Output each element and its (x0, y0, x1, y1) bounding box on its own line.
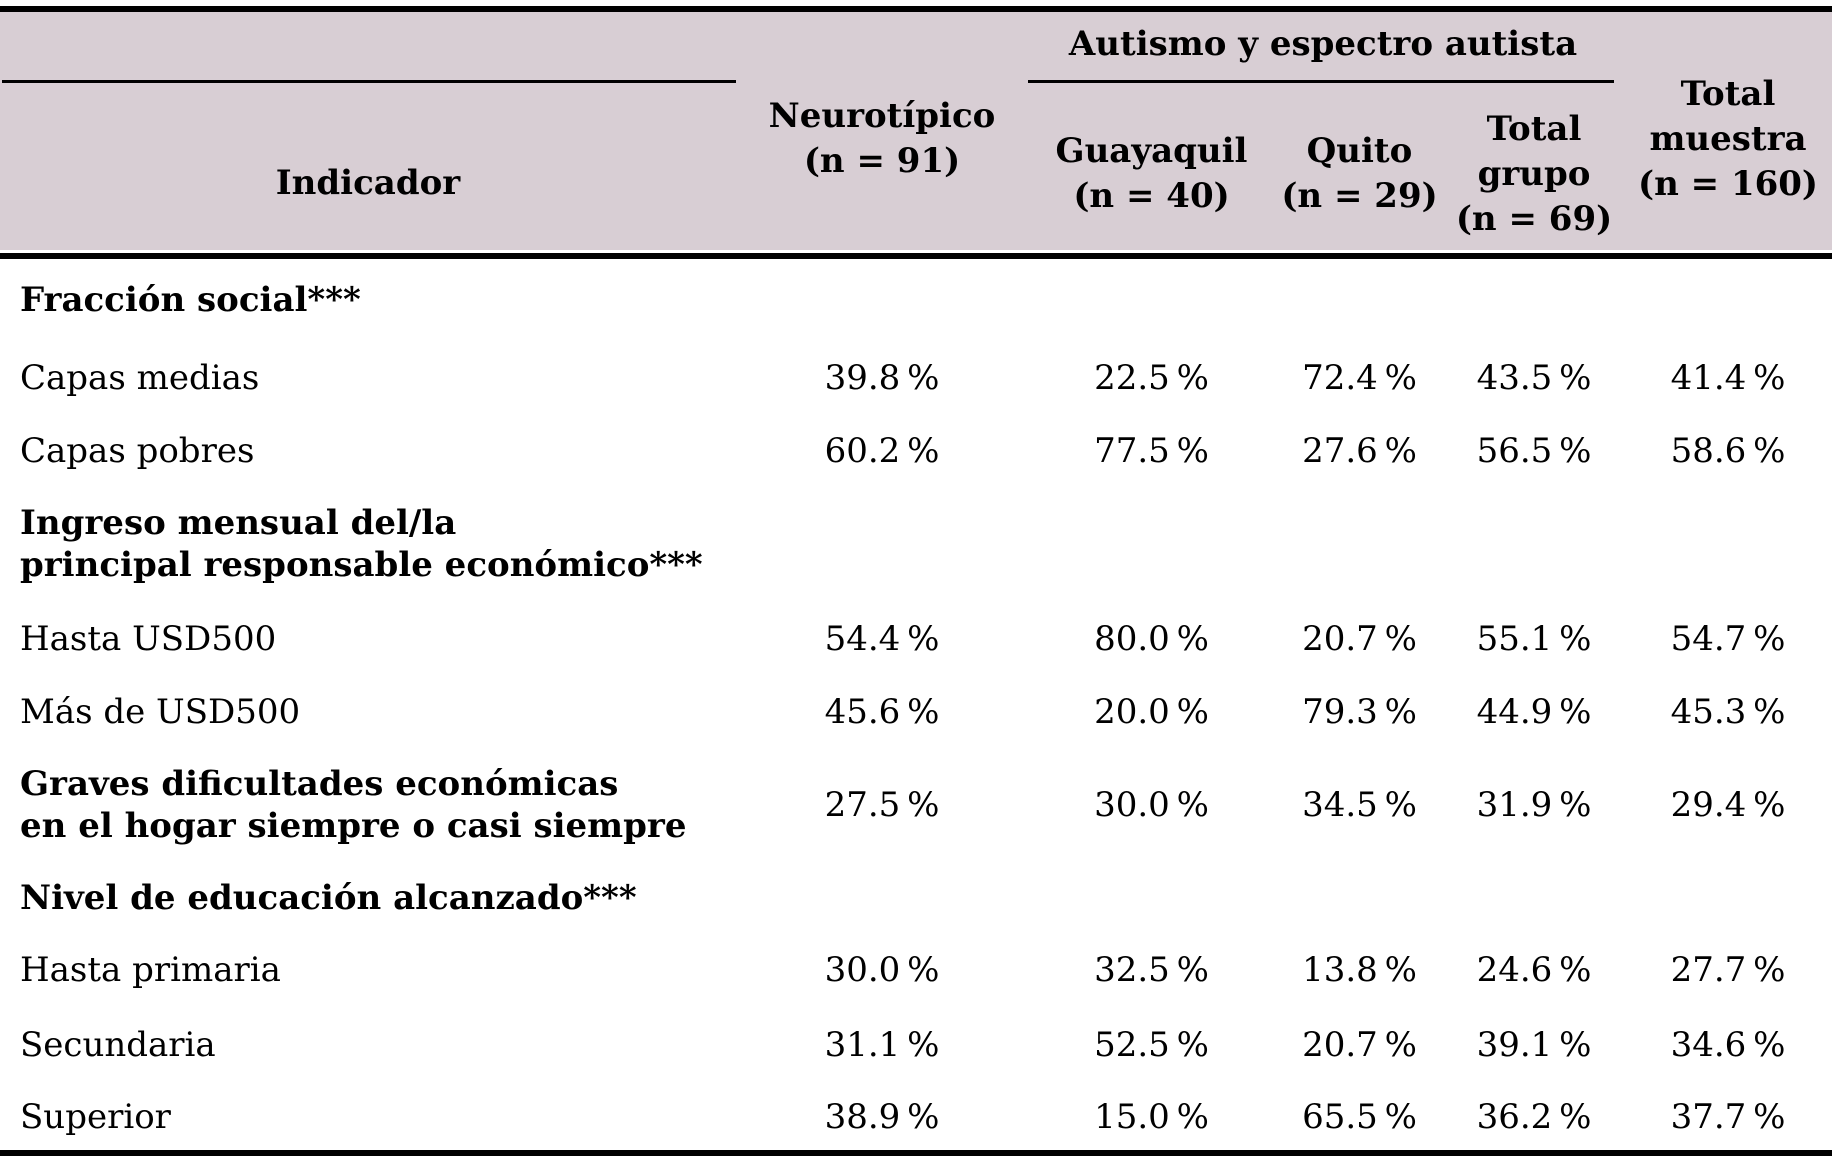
row-label: Ingreso mensual del/la principal respons… (20, 503, 703, 585)
cell-value: 38.9 % (824, 1097, 940, 1137)
cell-value: 79.3 % (1302, 692, 1417, 732)
cell-value: 36.2 % (1476, 1097, 1592, 1137)
cell-value: 31.1 % (824, 1025, 940, 1065)
column-header-indicador: Indicador (275, 162, 461, 203)
cell-value: 32.5 % (1094, 950, 1209, 990)
cell-value: 41.4 % (1670, 357, 1786, 398)
cell-value: 65.5 % (1302, 1097, 1417, 1137)
row-label: Hasta primaria (20, 950, 281, 990)
cell-value: 20.7 % (1302, 618, 1417, 659)
cell-value: 58.6 % (1670, 430, 1786, 471)
table-row: Graves dificultades económicas en el hog… (0, 748, 1832, 862)
table-row: Capas pobres 60.2 % 77.5 % 27.6 % 56.5 % 58.6… (0, 414, 1832, 487)
cell-value: 29.4 % (1670, 785, 1786, 825)
table-row: Capas medias 39.8 % 22.5 % 72.4 % 43.5 % 41.4… (0, 341, 1832, 414)
cell-value: 30.0 % (824, 950, 940, 990)
cell-value: 45.3 % (1670, 692, 1786, 732)
cell-value: 22.5 % (1094, 357, 1209, 398)
cell-value: 56.5 % (1476, 430, 1592, 471)
table-row: Fracción social*** (0, 259, 1832, 341)
cell-value: 60.2 % (824, 430, 940, 471)
row-label: Secundaria (20, 1025, 216, 1065)
column-header-neurotipico: Neurotípico (n = 91) (768, 96, 996, 181)
column-header-quito: Quito (n = 29) (1281, 131, 1438, 216)
indicator-span-rule (2, 80, 736, 83)
column-header-guayaquil: Guayaquil (n = 40) (1055, 131, 1248, 216)
table-bottom-rule (0, 1150, 1832, 1156)
cell-value: 39.1 % (1476, 1025, 1592, 1065)
cell-value: 37.7 % (1670, 1097, 1786, 1137)
cell-value: 43.5 % (1476, 357, 1592, 398)
cell-value: 80.0 % (1094, 618, 1209, 659)
table-rows: Fracción social*** Capas medias 39.8 % 22.5… (0, 259, 1832, 1150)
header-bottom-rule (0, 253, 1832, 259)
table-row: Hasta primaria 30.0 % 32.5 % 13.8 % 24.6 % 27… (0, 934, 1832, 1006)
cell-value: 77.5 % (1094, 430, 1209, 471)
row-label: Superior (20, 1097, 171, 1137)
table-row: Ingreso mensual del/la principal respons… (0, 487, 1832, 601)
cell-value: 15.0 % (1094, 1097, 1209, 1137)
cell-value: 20.7 % (1302, 1025, 1417, 1065)
row-label: Más de USD500 (20, 692, 301, 732)
cell-value: 34.6 % (1670, 1025, 1786, 1065)
table-row: Superior 38.9 % 15.0 % 65.5 % 36.2 % 37.7 % (0, 1084, 1832, 1150)
cell-value: 54.7 % (1670, 618, 1786, 659)
cell-value: 30.0 % (1094, 785, 1209, 825)
cell-value: 39.8 % (824, 357, 940, 398)
table-row: Secundaria 31.1 % 52.5 % 20.7 % 39.1 % 34.6 % (0, 1006, 1832, 1084)
cell-value: 52.5 % (1094, 1025, 1209, 1065)
row-label: Capas medias (20, 357, 260, 398)
cell-value: 27.7 % (1670, 950, 1786, 990)
row-label: Fracción social*** (20, 280, 361, 320)
column-header-total-grupo: Total grupo (n = 69) (1455, 108, 1613, 239)
row-label: Hasta USD500 (20, 618, 277, 659)
table-row: Hasta USD500 54.4 % 80.0 % 20.7 % 55.1 % 54.7… (0, 601, 1832, 676)
row-label: Graves dificultades económicas en el hog… (20, 764, 687, 846)
cell-value: 72.4 % (1302, 357, 1417, 398)
cell-value: 27.5 % (824, 785, 940, 825)
cell-value: 24.6 % (1476, 950, 1592, 990)
cell-value: 20.0 % (1094, 692, 1209, 732)
table-top-rule (0, 6, 1832, 12)
column-header-total-muestra: Total muestra (n = 160) (1637, 73, 1819, 204)
cell-value: 45.6 % (824, 692, 940, 732)
table-row: Más de USD500 45.6 % 20.0 % 79.3 % 44.9 % 45.… (0, 676, 1832, 748)
autismo-group-span-rule (1028, 80, 1614, 83)
cell-value: 13.8 % (1302, 950, 1417, 990)
table-header: Indicador Neurotípico (n = 91) Autismo y… (0, 12, 1832, 250)
row-label: Capas pobres (20, 430, 255, 471)
table-row: Nivel de educación alcanzado*** (0, 862, 1832, 934)
cell-value: 34.5 % (1302, 785, 1417, 825)
cell-value: 44.9 % (1476, 692, 1592, 732)
cell-value: 27.6 % (1302, 430, 1417, 471)
cell-value: 55.1 % (1476, 618, 1592, 659)
column-group-header-autismo: Autismo y espectro autista (1068, 23, 1578, 64)
row-label: Nivel de educación alcanzado*** (20, 878, 637, 918)
cell-value: 31.9 % (1476, 785, 1592, 825)
cell-value: 54.4 % (824, 618, 940, 659)
